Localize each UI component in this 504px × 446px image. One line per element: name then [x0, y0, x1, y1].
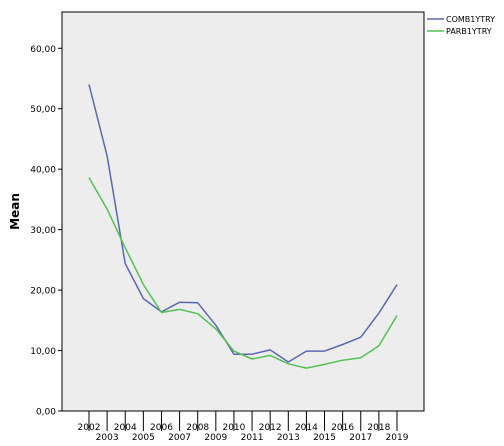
y-axis-label: Mean	[8, 193, 22, 230]
x-tick-label: 2002	[78, 423, 101, 433]
legend-label: COMB1YTRY	[446, 15, 495, 24]
x-tick-label: 2013	[277, 433, 300, 442]
x-tick-label: 2017	[349, 433, 372, 442]
x-tick-label: 2005	[132, 433, 155, 442]
x-tick-label: 2010	[222, 423, 245, 433]
x-tick-label: 2014	[295, 423, 318, 433]
x-axis: 2002200320042005200620072008200920102011…	[78, 411, 409, 443]
plot-area	[61, 11, 425, 412]
y-tick-label: 60,00	[30, 45, 56, 55]
y-tick-label: 30,00	[30, 226, 56, 236]
y-tick-label: 50,00	[30, 105, 56, 115]
y-tick-label: 0,00	[36, 408, 56, 418]
y-tick-label: 40,00	[30, 166, 56, 176]
legend: COMB1YTRY PARB1YTRY	[427, 15, 495, 36]
y-tick-label: 20,00	[30, 287, 56, 297]
x-tick-label: 2019	[386, 433, 409, 442]
x-tick-label: 2012	[259, 423, 282, 433]
x-tick-label: 2006	[150, 423, 173, 433]
x-tick-label: 2016	[331, 423, 354, 433]
y-axis: 0,00 10,00 20,00 30,00 40,00 50,00 60,00	[30, 45, 62, 418]
series-lines	[88, 84, 398, 369]
x-tick-label: 2015	[313, 433, 336, 442]
x-tick-label: 2009	[204, 433, 227, 442]
x-tick-label: 2007	[168, 433, 191, 442]
legend-label: PARB1YTRY	[446, 27, 492, 36]
x-tick-label: 2004	[114, 423, 137, 433]
y-tick-label: 10,00	[30, 347, 56, 357]
x-tick-label: 2008	[186, 423, 209, 433]
x-tick-label: 2018	[367, 423, 390, 433]
series-line-comb1ytry	[88, 84, 398, 363]
x-tick-label: 2003	[96, 433, 119, 442]
x-tick-label: 2011	[241, 433, 264, 442]
series-line-parb1ytry	[88, 177, 398, 369]
